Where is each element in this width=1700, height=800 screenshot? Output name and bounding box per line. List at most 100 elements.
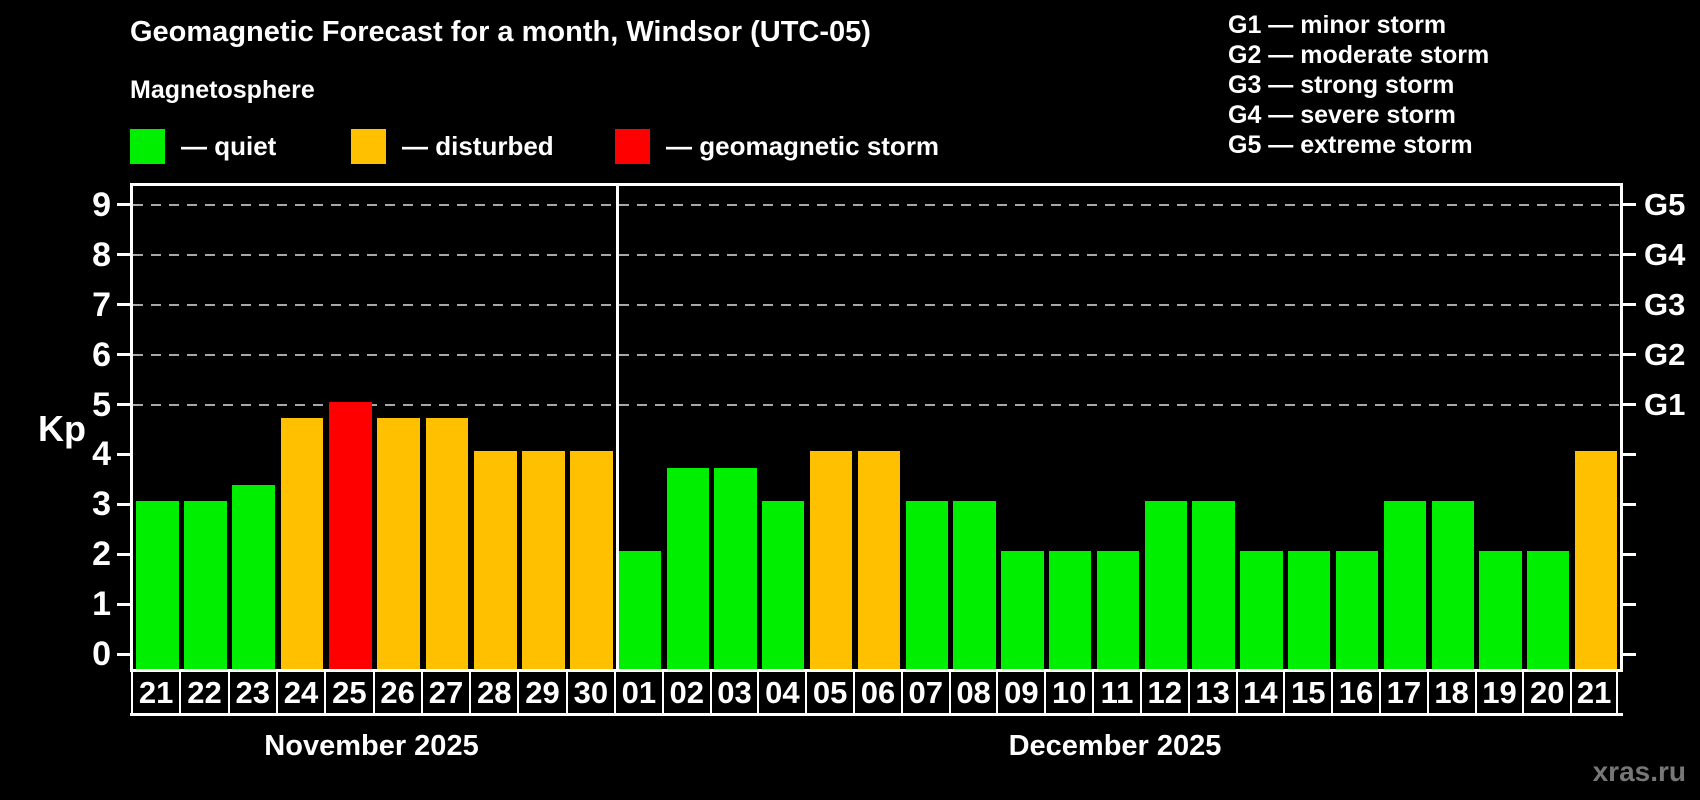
plot-area: 0 1 2 3 4 5 6 7 8 9 G1 G2 G3 G4 G5 bbox=[92, 183, 1685, 673]
y-tick-right-4 bbox=[1623, 452, 1636, 456]
kp-bar-december-20 bbox=[1527, 551, 1570, 669]
gridline-kp5 bbox=[133, 403, 1620, 406]
legend-label-storm: — geomagnetic storm bbox=[666, 130, 940, 161]
date-cell-27: 27 bbox=[420, 672, 469, 713]
gridline-kp8 bbox=[133, 253, 1620, 256]
y-tick-label-2: 2 bbox=[92, 535, 111, 574]
legend-label-quiet: — quiet bbox=[181, 130, 277, 161]
y-tick-right-3 bbox=[1623, 502, 1636, 506]
kp-bar-december-15 bbox=[1288, 551, 1331, 669]
y-axis-title: Kp bbox=[38, 408, 86, 449]
g-axis-label-G1: G1 bbox=[1644, 386, 1686, 422]
month-separator bbox=[616, 186, 619, 669]
y-tick-left-6 bbox=[117, 353, 130, 357]
y-tick-label-5: 5 bbox=[92, 385, 111, 424]
kp-bar-december-14 bbox=[1240, 551, 1283, 669]
date-cell-16: 16 bbox=[1331, 672, 1379, 713]
date-cell-06: 06 bbox=[853, 672, 901, 713]
g-axis-label-G2: G2 bbox=[1644, 336, 1686, 372]
g-scale-line-2: G2 — moderate storm bbox=[1228, 41, 1490, 69]
kp-bar-november-28 bbox=[473, 451, 517, 669]
date-cell-25: 25 bbox=[324, 672, 372, 713]
legend-label-disturbed: — disturbed bbox=[402, 130, 554, 161]
y-tick-left-2 bbox=[117, 552, 130, 556]
date-cell-12: 12 bbox=[1139, 672, 1188, 713]
date-cell-10: 10 bbox=[1044, 672, 1092, 713]
y-tick-left-5 bbox=[117, 403, 130, 406]
disturbed-swatch-icon bbox=[351, 128, 386, 164]
date-cell-09: 09 bbox=[996, 672, 1044, 713]
kp-bar-december-08 bbox=[953, 501, 996, 669]
y-tick-label-4: 4 bbox=[92, 435, 111, 474]
date-cell-13: 13 bbox=[1187, 672, 1236, 713]
kp-bar-november-30 bbox=[570, 451, 614, 669]
date-cell-24: 24 bbox=[275, 672, 324, 713]
kp-bar-november-27 bbox=[425, 417, 469, 669]
kp-bar-november-22 bbox=[184, 501, 227, 669]
kp-bar-december-19 bbox=[1479, 551, 1522, 669]
y-tick-right-0 bbox=[1623, 652, 1636, 656]
date-cell-21: 21 bbox=[1570, 672, 1618, 713]
date-cell-20: 20 bbox=[1522, 672, 1570, 713]
month-label-december: December 2025 bbox=[1008, 730, 1222, 762]
kp-bar-december-09 bbox=[1001, 551, 1044, 669]
y-tick-label-3: 3 bbox=[92, 485, 111, 524]
gridline-kp6 bbox=[133, 353, 1620, 356]
y-tick-left-0 bbox=[117, 652, 130, 656]
y-tick-label-6: 6 bbox=[92, 335, 111, 374]
date-cell-22: 22 bbox=[179, 672, 227, 713]
y-tick-right-5 bbox=[1623, 403, 1636, 406]
date-cell-08: 08 bbox=[948, 672, 997, 713]
y-tick-left-3 bbox=[117, 502, 130, 506]
kp-bar-december-10 bbox=[1049, 551, 1092, 669]
date-cell-28: 28 bbox=[469, 672, 517, 713]
month-label-november: November 2025 bbox=[264, 730, 479, 762]
date-cell-07: 07 bbox=[900, 672, 949, 713]
legend-item-quiet: — quiet bbox=[130, 128, 276, 164]
kp-bar-november-25 bbox=[328, 401, 372, 669]
y-tick-right-8 bbox=[1623, 253, 1636, 257]
chart-subtitle: Magnetosphere bbox=[130, 76, 315, 104]
kp-bar-december-02 bbox=[666, 467, 709, 669]
g-scale-line-1: G1 — minor storm bbox=[1228, 11, 1447, 39]
g-scale-line-5: G5 — extreme storm bbox=[1228, 131, 1473, 159]
kp-bar-december-13 bbox=[1192, 501, 1235, 669]
y-tick-label-0: 0 bbox=[92, 635, 111, 673]
legend-item-disturbed: — disturbed bbox=[351, 128, 554, 164]
kp-bar-november-26 bbox=[377, 417, 421, 669]
kp-bar-december-16 bbox=[1335, 551, 1379, 669]
y-tick-label-8: 8 bbox=[92, 235, 111, 274]
y-tick-label-1: 1 bbox=[92, 585, 111, 624]
kp-bar-december-07 bbox=[905, 501, 948, 669]
y-tick-right-1 bbox=[1623, 602, 1636, 606]
y-tick-label-9: 9 bbox=[92, 185, 111, 224]
y-tick-left-7 bbox=[117, 303, 130, 307]
g-axis-label-G4: G4 bbox=[1644, 236, 1686, 272]
y-tick-right-6 bbox=[1623, 353, 1636, 357]
date-cell-15: 15 bbox=[1283, 672, 1331, 713]
chart-title: Geomagnetic Forecast for a month, Windso… bbox=[130, 16, 871, 48]
status-legend: — quiet — disturbed — geomagnetic storm bbox=[130, 128, 1030, 168]
date-axis-strip: 21 22 23 24 25 26 27 28 29 30 01 02 03 04 05 06 07 08 09 10… bbox=[130, 669, 1623, 716]
g-axis-label-G3: G3 bbox=[1644, 286, 1686, 322]
kp-bar-december-18 bbox=[1431, 501, 1474, 669]
kp-bar-december-21 bbox=[1574, 451, 1618, 669]
date-cell-14: 14 bbox=[1235, 672, 1284, 713]
kp-bar-december-01 bbox=[618, 551, 662, 669]
y-tick-right-9 bbox=[1623, 203, 1636, 207]
y-tick-label-7: 7 bbox=[92, 285, 111, 324]
y-tick-left-4 bbox=[117, 452, 130, 456]
y-tick-left-9 bbox=[117, 203, 130, 207]
date-cell-30: 30 bbox=[565, 672, 614, 713]
date-cell-01: 01 bbox=[614, 672, 662, 713]
kp-bar-november-24 bbox=[280, 417, 324, 669]
y-tick-right-7 bbox=[1623, 303, 1636, 307]
date-cell-18: 18 bbox=[1426, 672, 1475, 713]
gridline-kp9 bbox=[133, 203, 1620, 206]
kp-bar-december-05 bbox=[809, 451, 853, 669]
date-cell-29: 29 bbox=[517, 672, 565, 713]
y-tick-left-1 bbox=[117, 602, 130, 606]
kp-bar-december-12 bbox=[1144, 501, 1187, 669]
gridline-kp7 bbox=[133, 303, 1620, 306]
g-scale-line-3: G3 — strong storm bbox=[1228, 71, 1455, 99]
